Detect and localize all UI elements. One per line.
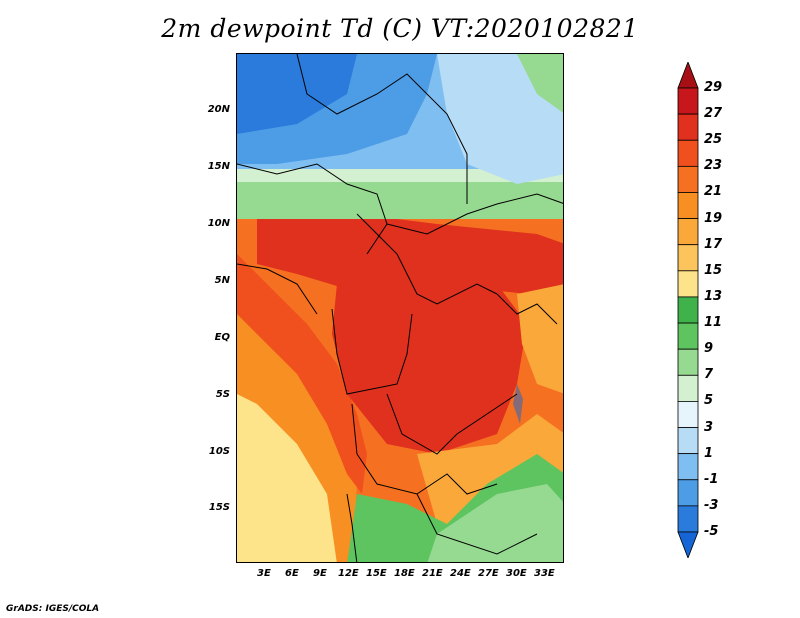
colorbar-label: 5	[704, 393, 714, 409]
lat-label-5s: 5S	[215, 389, 230, 400]
colorbar-label: -5	[704, 524, 719, 539]
colorbar-label: -3	[704, 497, 719, 513]
colorbar-segment	[677, 348, 699, 376]
colorbar-label: 23	[704, 158, 723, 174]
lat-label-eq: EQ	[214, 332, 230, 343]
colorbar-label: 27	[704, 106, 723, 122]
colorbar-segment	[677, 479, 699, 507]
lon-label-18e: 18E	[394, 568, 415, 579]
lon-label-15e: 15E	[366, 568, 387, 579]
colorbar-segment	[677, 401, 699, 428]
dewpoint-map	[236, 53, 564, 563]
colorbar-label: -1	[704, 471, 719, 487]
colorbar	[676, 60, 700, 562]
colorbar-segment	[677, 505, 699, 533]
lat-label-20n: 20N	[207, 104, 230, 115]
lon-label-30e: 30E	[506, 568, 527, 579]
lat-label-10n: 10N	[207, 218, 230, 229]
colorbar-label: 19	[704, 210, 723, 226]
colorbar-segment	[677, 322, 699, 350]
colorbar-segment	[677, 192, 699, 219]
sw-pale-field	[237, 384, 347, 562]
basin-red-field	[332, 274, 527, 454]
lon-label-27e: 27E	[478, 568, 499, 579]
colorbar-segment	[677, 218, 699, 246]
lat-label-15s: 15S	[208, 502, 230, 513]
grads-credit: GrADS: IGES/COLA	[6, 604, 100, 614]
colorbar-label: 29	[704, 80, 723, 95]
colorbar-label: 3	[704, 419, 714, 435]
colorbar-segment	[677, 87, 699, 115]
sahel-red-field	[257, 214, 563, 304]
colorbar-label: 17	[704, 236, 723, 252]
colorbar-bottom-arrow	[677, 531, 699, 560]
ne-light-blue-field	[437, 54, 563, 184]
lat-label-10s: 10S	[208, 446, 230, 457]
colorbar-segment	[677, 244, 699, 272]
lon-label-33e: 33E	[534, 568, 555, 579]
lat-label-15n: 15N	[207, 161, 230, 172]
lon-label-6e: 6E	[285, 568, 299, 579]
colorbar-segment	[677, 427, 699, 455]
colorbar-segment	[677, 139, 699, 167]
lon-label-24e: 24E	[450, 568, 471, 579]
colorbar-segment	[677, 296, 699, 324]
colorbar-label: 15	[704, 262, 723, 278]
nw-deep-blue-field	[237, 54, 357, 134]
map-plot	[237, 54, 563, 562]
lon-label-9e: 9E	[313, 568, 327, 579]
east-highland-field	[517, 284, 563, 394]
colorbar-label: 9	[704, 341, 714, 357]
colorbar-label: 21	[704, 184, 723, 200]
colorbar-graphic	[677, 60, 699, 560]
colorbar-label: 1	[704, 445, 714, 461]
coast-red-field	[237, 254, 367, 494]
colorbar-segment	[677, 113, 699, 141]
map-title: 2m dewpoint Td (C) VT:2020102821	[161, 14, 639, 43]
colorbar-top-arrow	[677, 60, 699, 89]
colorbar-label: 7	[704, 367, 714, 383]
lake-shape	[513, 384, 523, 424]
colorbar-label: 13	[704, 288, 723, 304]
lon-label-12e: 12E	[338, 568, 359, 579]
ne-green-field	[517, 54, 563, 113]
colorbar-segment	[677, 165, 699, 193]
lat-label-5n: 5N	[214, 275, 230, 286]
lon-label-21e: 21E	[422, 568, 443, 579]
lon-label-3e: 3E	[257, 568, 271, 579]
colorbar-label: 25	[704, 132, 723, 148]
colorbar-label: 11	[704, 315, 723, 331]
sw-orange-field	[237, 314, 357, 562]
country-borders	[237, 54, 563, 562]
colorbar-segment	[677, 374, 699, 402]
colorbar-segment	[677, 453, 699, 481]
colorbar-segment	[677, 270, 699, 298]
